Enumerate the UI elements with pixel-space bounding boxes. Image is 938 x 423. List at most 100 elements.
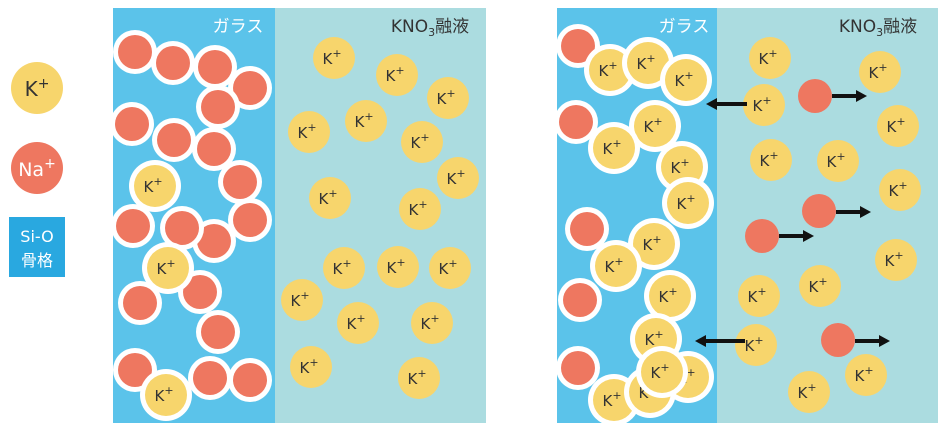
k-ion: K+ xyxy=(735,324,777,366)
na-ion xyxy=(798,79,832,113)
k-ion-label: K xyxy=(143,178,154,196)
svg-text:K+: K+ xyxy=(354,110,373,131)
k-ion-label: K xyxy=(676,195,687,213)
k-ion-label: K xyxy=(670,159,681,177)
panel-before: ガラス KNO3融液 K+K+K+K+K+K+K+ K+K+K+K+K+K+ K+ K… xyxy=(110,8,486,423)
svg-text:K+: K+ xyxy=(154,384,173,405)
melt-label-sub: 3 xyxy=(428,26,435,39)
svg-text:K+: K+ xyxy=(290,289,309,310)
svg-text:K+: K+ xyxy=(408,198,427,219)
svg-text:K+: K+ xyxy=(436,87,455,108)
k-ion: K+ xyxy=(588,122,640,174)
k-ion: K+ xyxy=(877,105,919,147)
melt-label-sub: 3 xyxy=(876,26,883,39)
svg-text:K+: K+ xyxy=(644,328,663,349)
k-ion-plus: + xyxy=(614,255,623,268)
svg-text:K+: K+ xyxy=(752,94,771,115)
k-ion-plus: + xyxy=(307,121,316,134)
k-ion: K+ xyxy=(290,346,332,388)
k-ion-plus: + xyxy=(456,167,465,180)
na-ion xyxy=(152,118,196,162)
svg-text:K+: K+ xyxy=(642,233,661,254)
na-ion xyxy=(196,85,240,129)
k-ion-plus: + xyxy=(612,137,621,150)
k-ion: K+ xyxy=(345,100,387,142)
na-ion xyxy=(193,45,237,89)
k-ion-label: K xyxy=(602,392,613,410)
svg-text:K+: K+ xyxy=(386,256,405,277)
k-ion-label: K xyxy=(797,384,808,402)
k-ion: K+ xyxy=(401,121,443,163)
svg-text:K+: K+ xyxy=(385,64,404,85)
glass-label: ガラス xyxy=(213,17,264,37)
na-ion xyxy=(151,41,195,85)
k-ion-label: K xyxy=(332,260,343,278)
k-ion-plus: + xyxy=(420,131,429,144)
svg-text:K+: K+ xyxy=(318,187,337,208)
k-ion-plus: + xyxy=(396,256,405,269)
k-ion-plus: + xyxy=(668,285,677,298)
k-ion: K+ xyxy=(281,279,323,321)
migration-arrow xyxy=(832,90,867,102)
k-ion: K+ xyxy=(337,302,379,344)
k-ion-label: K xyxy=(299,359,310,377)
k-ion-plus: + xyxy=(612,389,621,402)
k-ion: K+ xyxy=(288,111,330,153)
svg-text:K+: K+ xyxy=(797,381,816,402)
k-ion-plus: + xyxy=(418,198,427,211)
k-ion-label: K xyxy=(156,260,167,278)
k-ion: K+ xyxy=(750,139,792,181)
k-ion-plus: + xyxy=(660,361,669,374)
na-ion xyxy=(745,219,779,253)
svg-text:K+: K+ xyxy=(604,255,623,276)
k-ion-plus: + xyxy=(430,312,439,325)
k-ion-label: K xyxy=(322,50,333,68)
k-ion: K+ xyxy=(429,247,471,289)
panel-after: ガラス KNO3融液 K+ K+K+K+K+K+K+K+K+K+K+K+ K+K+K… xyxy=(554,8,938,423)
svg-text:K+: K+ xyxy=(407,367,426,388)
k-ion: K+ xyxy=(660,54,712,106)
k-ion-plus: + xyxy=(300,289,309,302)
k-ion: K+ xyxy=(629,100,681,152)
k-ion-plus: + xyxy=(364,110,373,123)
migration-arrow xyxy=(836,206,871,218)
legend-na-plus: + xyxy=(44,156,56,172)
k-ion-label: K xyxy=(154,387,165,405)
k-ion: K+ xyxy=(859,51,901,93)
k-ion: K+ xyxy=(636,346,688,398)
svg-text:K+: K+ xyxy=(674,69,693,90)
k-ion: K+ xyxy=(437,157,479,199)
svg-text:K+: K+ xyxy=(446,167,465,188)
na-ion xyxy=(556,346,600,390)
k-ion: K+ xyxy=(309,177,351,219)
k-ion-label: K xyxy=(410,134,421,152)
legend-k-label: K xyxy=(25,77,39,101)
svg-text:KNO3融液: KNO3融液 xyxy=(839,17,917,39)
k-ion-label: K xyxy=(297,124,308,142)
k-ion-label: K xyxy=(354,113,365,131)
k-ion-plus: + xyxy=(898,179,907,192)
k-ion-plus: + xyxy=(356,312,365,325)
k-ion-label: K xyxy=(644,331,655,349)
k-ion-plus: + xyxy=(164,384,173,397)
svg-text:K+: K+ xyxy=(438,257,457,278)
k-ion-label: K xyxy=(638,384,649,402)
k-ion-plus: + xyxy=(762,94,771,107)
k-ion: K+ xyxy=(628,218,680,270)
svg-text:Na+: Na+ xyxy=(18,156,56,181)
k-ion-plus: + xyxy=(654,328,663,341)
k-ion-plus: + xyxy=(754,334,763,347)
na-ion xyxy=(192,127,236,171)
svg-text:K+: K+ xyxy=(299,356,318,377)
k-ion: K+ xyxy=(845,354,887,396)
svg-text:K+: K+ xyxy=(758,47,777,68)
k-ion: K+ xyxy=(398,357,440,399)
k-ion-label: K xyxy=(436,90,447,108)
k-ion-plus: + xyxy=(153,175,162,188)
k-ion: K+ xyxy=(399,188,441,230)
k-ion-plus: + xyxy=(646,52,655,65)
k-ion-label: K xyxy=(604,258,615,276)
svg-text:K+: K+ xyxy=(332,257,351,278)
k-ion-plus: + xyxy=(836,150,845,163)
